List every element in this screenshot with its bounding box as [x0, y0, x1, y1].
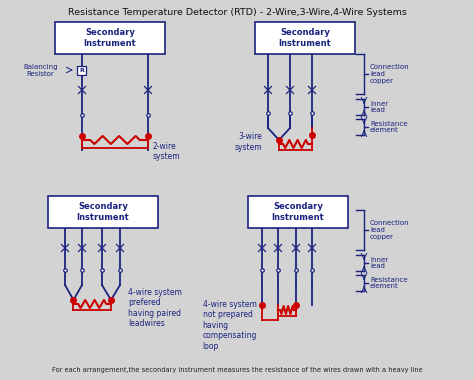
Bar	[78, 65, 86, 74]
Text: Connection
lead
copper: Connection lead copper	[370, 220, 410, 240]
Text: 4-wire system
prefered
having paired
leadwires: 4-wire system prefered having paired lea…	[128, 288, 182, 328]
Text: Balancing
Resistor: Balancing Resistor	[24, 63, 58, 76]
Text: Secondary
Instrument: Secondary Instrument	[77, 202, 129, 222]
Text: Connection
lead
copper: Connection lead copper	[370, 64, 410, 84]
Text: Resistance
element: Resistance element	[370, 277, 408, 290]
Text: R: R	[80, 68, 84, 73]
Text: Inner
lead: Inner lead	[370, 256, 388, 269]
Text: Resistance
element: Resistance element	[370, 120, 408, 133]
Text: Secondary
Instrument: Secondary Instrument	[272, 202, 324, 222]
Bar	[55, 22, 165, 54]
Text: Secondary
Instrument: Secondary Instrument	[279, 28, 331, 48]
Bar	[255, 22, 355, 54]
Text: 3-wire
system: 3-wire system	[234, 132, 262, 152]
Bar	[48, 196, 158, 228]
Text: 2-wire
system: 2-wire system	[153, 142, 181, 162]
Text: Resistance Temperature Detector (RTD) - 2-Wire,3-Wire,4-Wire Systems: Resistance Temperature Detector (RTD) - …	[68, 8, 406, 17]
Text: For each arrangement,the secondary instrument measures the resistance of the wir: For each arrangement,the secondary instr…	[52, 367, 422, 373]
Text: 4-wire system
not prepared
having
compensating
loop: 4-wire system not prepared having compen…	[202, 300, 257, 351]
Text: Secondary
Instrument: Secondary Instrument	[83, 28, 137, 48]
Bar	[248, 196, 348, 228]
Text: Inner
lead: Inner lead	[370, 100, 388, 114]
